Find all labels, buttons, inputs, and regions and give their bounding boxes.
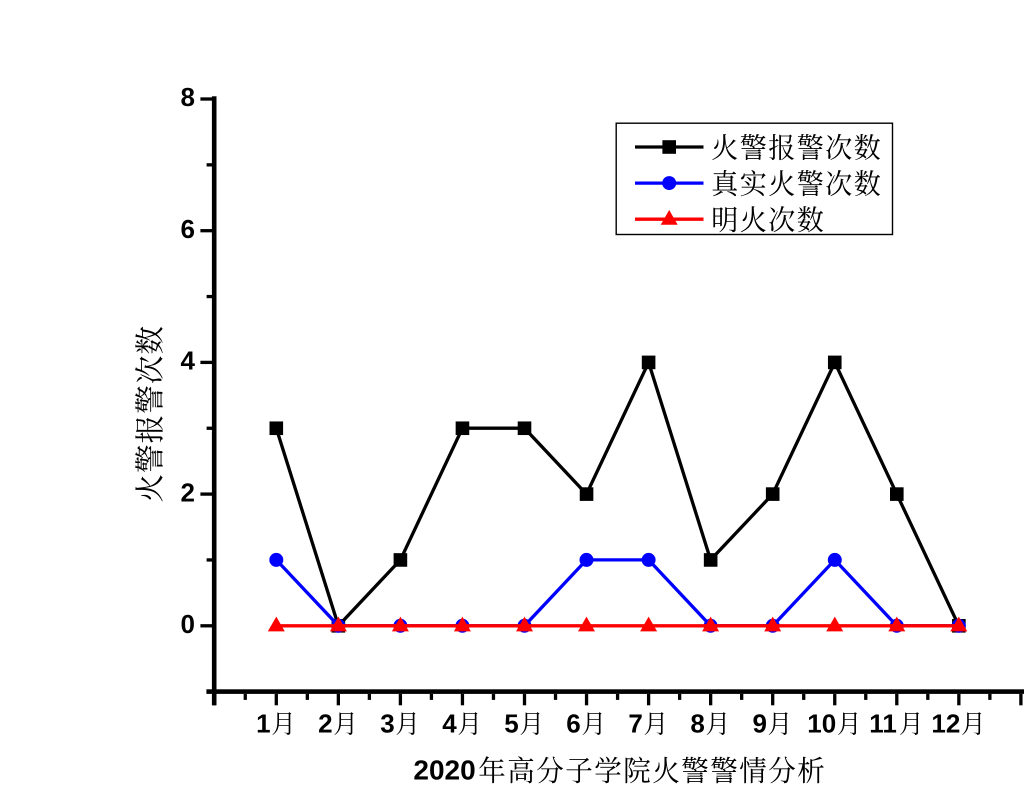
svg-text:10: 10 — [807, 708, 836, 738]
svg-text:12: 12 — [931, 708, 960, 738]
svg-text:1: 1 — [256, 708, 270, 738]
svg-text:2: 2 — [318, 708, 332, 738]
svg-text:4: 4 — [442, 708, 457, 738]
svg-text:3: 3 — [380, 708, 394, 738]
svg-text:0: 0 — [181, 609, 195, 639]
svg-text:4: 4 — [181, 346, 196, 376]
svg-text:8: 8 — [690, 708, 704, 738]
svg-text:6: 6 — [566, 708, 580, 738]
svg-text:9: 9 — [753, 708, 767, 738]
svg-text:5: 5 — [504, 708, 518, 738]
svg-text:7: 7 — [628, 708, 642, 738]
svg-text:6: 6 — [181, 214, 195, 244]
svg-text:2020: 2020 — [413, 754, 475, 785]
svg-text:8: 8 — [181, 82, 195, 112]
svg-text:2: 2 — [181, 477, 195, 507]
svg-text:11: 11 — [869, 708, 897, 738]
